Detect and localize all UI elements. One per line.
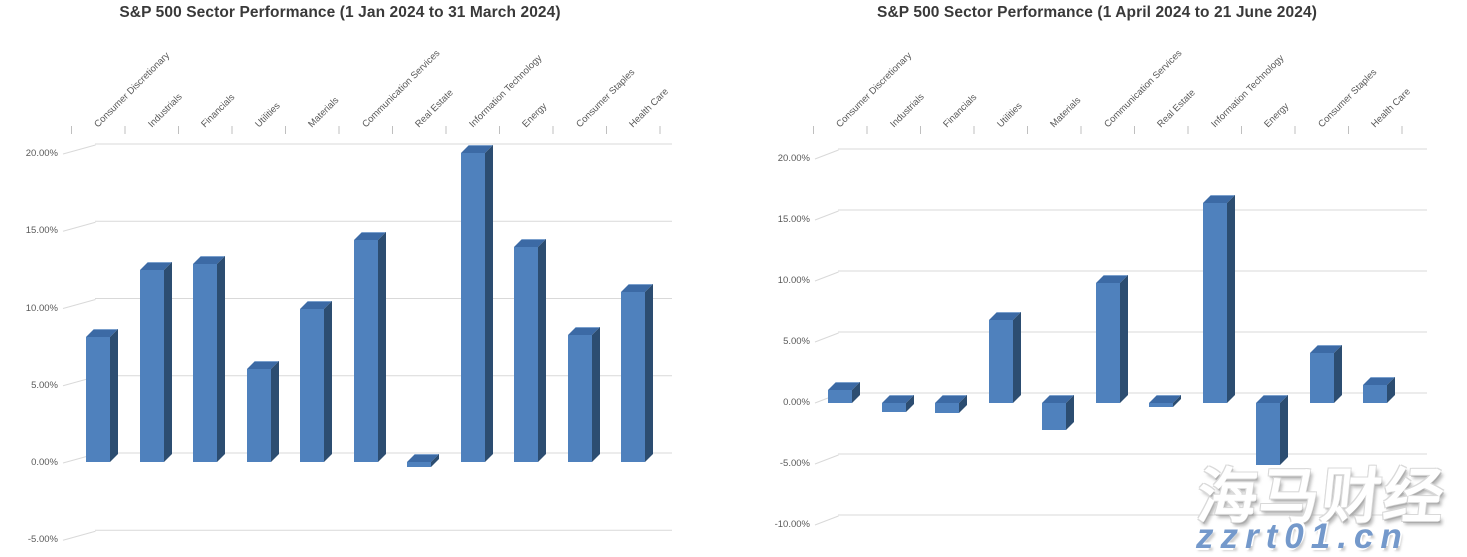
bar-industrials [139, 262, 172, 462]
bar-side-face [1119, 275, 1128, 403]
bar-financials [193, 256, 226, 462]
y-axis-tick-label: 10.00% [777, 275, 810, 286]
bar-real-estate [407, 454, 440, 467]
category-label-real-estate: Real Estate [413, 87, 456, 130]
category-label-utilities: Utilities [252, 100, 283, 130]
y-axis-tick-label: 20.00% [25, 148, 58, 159]
bar-side-face [1066, 395, 1075, 430]
bar-consumer-staples [567, 327, 600, 462]
bar-information-technology [1202, 194, 1235, 403]
bar-side-face [645, 284, 654, 462]
y-axis-tick-label: 0.00% [31, 457, 58, 468]
bar-side-face [484, 145, 493, 462]
bar-communication-services [1095, 275, 1128, 403]
chart-title: S&P 500 Sector Performance (1 Jan 2024 t… [119, 4, 561, 21]
bar-utilities [988, 312, 1021, 403]
category-label-health-care: Health Care [627, 86, 672, 130]
bar-side-face [110, 328, 119, 462]
category-label-health-care: Health Care [1369, 86, 1414, 130]
bar-side-face [538, 239, 547, 462]
bar-consumer-discretionary [828, 381, 861, 403]
y-axis-tick-label: -5.00% [779, 458, 810, 469]
bar-side-face [591, 327, 600, 462]
bar-side-face [1012, 312, 1021, 403]
y-axis-tick-label: -10.00% [774, 519, 810, 530]
category-label-energy: Energy [520, 100, 550, 130]
bar-information-technology [460, 145, 493, 462]
category-label-industrials: Industrials [145, 91, 185, 130]
y-axis-tick-label: 5.00% [31, 379, 58, 391]
bar-side-face [377, 231, 386, 462]
bar-energy [1256, 395, 1289, 466]
bar-real-estate [1149, 395, 1182, 407]
bar-energy [514, 239, 547, 462]
category-label-materials: Materials [306, 94, 342, 130]
category-label-materials: Materials [1048, 94, 1084, 130]
bar-health-care [621, 284, 654, 462]
watermark-site-text: zzrt01.cn [1196, 517, 1409, 556]
bar-side-face [217, 256, 226, 462]
category-label-real-estate: Real Estate [1155, 87, 1198, 130]
bar-side-face [270, 361, 279, 462]
category-label-energy: Energy [1262, 100, 1292, 130]
bar-side-face [1226, 194, 1235, 403]
bar-side-face [1333, 344, 1342, 403]
category-label-financials: Financials [199, 91, 238, 130]
y-axis-tick-label: 15.00% [25, 225, 58, 237]
bar-side-face [324, 301, 333, 462]
bar-communication-services [353, 231, 386, 462]
category-label-utilities: Utilities [994, 100, 1025, 130]
chart-title: S&P 500 Sector Performance (1 April 2024… [877, 4, 1317, 21]
category-label-financials: Financials [941, 91, 980, 130]
y-axis-tick-label: 0.00% [783, 397, 810, 408]
y-axis-tick-label: 15.00% [777, 214, 810, 225]
bar-materials [1042, 395, 1075, 430]
y-axis-tick-label: -5.00% [27, 534, 58, 546]
chart-q1-2024: S&P 500 Sector Performance (1 Jan 2024 t… [0, 0, 733, 557]
bar-consumer-staples [1309, 344, 1342, 403]
category-label-industrials: Industrials [887, 91, 927, 130]
y-axis-tick-label: 5.00% [783, 336, 810, 347]
y-axis-tick-label: 10.00% [25, 302, 58, 314]
bar-financials [935, 395, 968, 413]
y-axis-tick-label: 20.00% [777, 153, 810, 164]
bar-side-face [163, 262, 172, 462]
bar-industrials [881, 395, 914, 412]
bar-consumer-discretionary [86, 328, 119, 462]
bar-utilities [246, 361, 279, 462]
bar-health-care [1363, 376, 1396, 403]
bar-materials [300, 301, 333, 462]
